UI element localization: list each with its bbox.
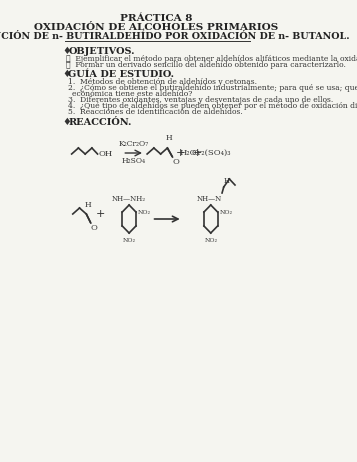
Text: 2.  ¿Cómo se obtiene el butiraldehído industrialmente; para qué se usa; que impo: 2. ¿Cómo se obtiene el butiraldehído ind…: [68, 84, 357, 92]
Text: OXIDACIÓN DE ALCOHOLES PRIMARIOS: OXIDACIÓN DE ALCOHOLES PRIMARIOS: [34, 23, 278, 32]
Text: ✓  Formar un derivado sencillo del aldehído obtenido para caracterizarlo.: ✓ Formar un derivado sencillo del aldehí…: [66, 61, 346, 69]
Text: NH—N: NH—N: [197, 195, 222, 203]
Text: OH: OH: [98, 150, 112, 158]
Text: +: +: [96, 209, 106, 219]
Text: NH—NH₂: NH—NH₂: [112, 195, 146, 203]
Text: 4.  ¿Qué tipo de aldehídos se pueden obtener por el método de oxidación directa?: 4. ¿Qué tipo de aldehídos se pueden obte…: [68, 102, 357, 110]
Text: económica tiene este aldehído?: económica tiene este aldehído?: [72, 90, 192, 98]
Text: ♦: ♦: [62, 70, 71, 79]
Text: H: H: [224, 177, 230, 185]
Text: REACCIÓN.: REACCIÓN.: [68, 118, 132, 127]
Text: OBJETIVOS.: OBJETIVOS.: [68, 47, 135, 56]
Text: 3.  Diferentes oxidantes, ventajas y desventajas de cada uno de ellos.: 3. Diferentes oxidantes, ventajas y desv…: [68, 96, 333, 104]
Text: H₂O: H₂O: [180, 149, 197, 157]
Text: K₂Cr₂O₇: K₂Cr₂O₇: [119, 140, 149, 148]
Text: NO₂: NO₂: [204, 238, 217, 243]
Text: ♦: ♦: [62, 47, 71, 56]
Text: +: +: [193, 148, 202, 158]
Text: OBTENCIÓN DE n- BUTIRALDEHÍDO POR OXIDACIÓN DE n- BUTANOL.: OBTENCIÓN DE n- BUTIRALDEHÍDO POR OXIDAC…: [0, 32, 350, 41]
Text: ♦: ♦: [62, 118, 71, 127]
Text: PRÁCTICA 8: PRÁCTICA 8: [120, 14, 192, 23]
Text: H₂SO₄: H₂SO₄: [121, 157, 146, 165]
Text: H: H: [85, 201, 91, 209]
Text: Cr₂(SO₄)₃: Cr₂(SO₄)₃: [191, 149, 231, 157]
Text: GUÍA DE ESTUDIO.: GUÍA DE ESTUDIO.: [68, 70, 174, 79]
Text: NO₂: NO₂: [122, 238, 136, 243]
Text: 1.  Métodos de obtención de aldehídos y cetonas.: 1. Métodos de obtención de aldehídos y c…: [68, 78, 257, 86]
Text: ✓  Ejemplificar el método para obtener aldehídos alifáticos mediante la oxidació: ✓ Ejemplificar el método para obtener al…: [66, 55, 357, 63]
Text: 5.  Reacciones de identificación de aldehídos.: 5. Reacciones de identificación de aldeh…: [68, 108, 243, 116]
Text: NO₂: NO₂: [220, 209, 233, 214]
Text: NO₂: NO₂: [138, 209, 151, 214]
Text: H: H: [165, 134, 172, 142]
Text: O: O: [172, 158, 179, 166]
Text: +: +: [176, 148, 186, 158]
Text: O: O: [91, 224, 98, 232]
